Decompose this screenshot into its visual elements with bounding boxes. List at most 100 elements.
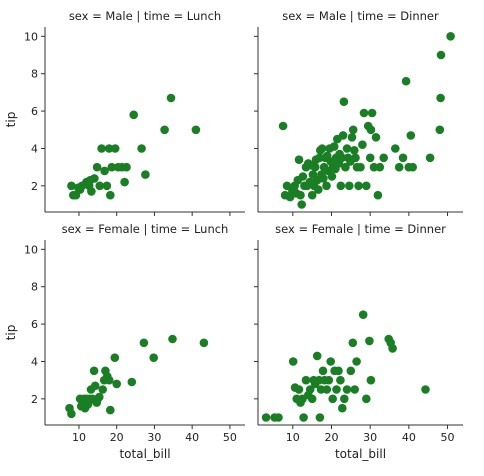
scatter-point (425, 153, 435, 163)
scatter-point (328, 394, 338, 404)
scatter-point (347, 133, 357, 142)
scatter-point (359, 108, 369, 118)
scatter-point (446, 32, 455, 41)
scatter-point (352, 357, 361, 366)
scatter-point (326, 357, 336, 366)
scatter-point (398, 153, 408, 163)
x-tick-label: 30 (363, 431, 377, 444)
x-axis-label: total_bill (335, 447, 386, 461)
scatter-point (406, 131, 416, 140)
scatter-point (288, 357, 298, 366)
scatter-point (339, 97, 349, 106)
scatter-point (310, 162, 320, 172)
x-tick-label: 10 (72, 431, 86, 444)
scatter-point (401, 76, 411, 86)
scatter-point (298, 172, 308, 181)
scatter-point (348, 338, 358, 348)
scatter-point (435, 125, 445, 135)
scatter-point (367, 108, 377, 118)
y-tick-label: 4 (31, 142, 38, 155)
scatter-point (350, 385, 360, 394)
scatter-point (95, 392, 104, 402)
scatter-point (332, 385, 341, 394)
scatter-point (307, 190, 317, 200)
scatter-point (95, 181, 104, 191)
x-tick-label: 50 (441, 431, 455, 444)
scatter-point (350, 146, 359, 155)
scatter-point (394, 162, 404, 172)
scatter-point (199, 338, 209, 348)
x-tick-label: 10 (286, 431, 300, 444)
scatter-point (297, 200, 307, 209)
scatter-point (358, 140, 367, 149)
scatter-point (317, 144, 327, 153)
scatter-point (120, 177, 129, 187)
y-tick-label: 4 (31, 355, 38, 368)
scatter-point (346, 366, 356, 376)
facet-panel: sex = Female | time = Dinner 10 20 30 40 50 to… (254, 222, 463, 461)
x-tick-label: 20 (110, 431, 124, 444)
scatter-point (362, 181, 371, 191)
scatter-point (337, 153, 347, 163)
panel-title: sex = Male | time = Dinner (282, 9, 439, 23)
scatter-point (436, 93, 445, 103)
scatter-point (97, 144, 106, 153)
scatter-point (149, 353, 158, 363)
scatter-point (127, 377, 137, 387)
scatter-point (139, 338, 149, 348)
panel-title: sex = Female | time = Lunch (62, 222, 229, 236)
scatter-point (388, 344, 397, 353)
facet-panel: sex = Female | time = Lunch 10 20 30 40 50 2 4 6… (4, 222, 245, 461)
y-tick-label: 8 (31, 281, 38, 294)
scatter-point (315, 413, 325, 422)
scatter-point (129, 110, 138, 120)
facet-panel: sex = Male | time = Lunch 2 4 6 8 10 tip (4, 9, 245, 216)
scatter-point (90, 381, 100, 391)
scatter-point (322, 181, 331, 191)
scatter-point (294, 155, 304, 164)
scatter-point (391, 144, 400, 153)
scatter-point (362, 394, 371, 404)
scatter-point (104, 375, 114, 385)
y-tick-label: 10 (24, 30, 38, 43)
scatter-point (408, 162, 418, 172)
scatter-point (104, 144, 114, 153)
scatter-point (373, 190, 383, 200)
y-tick-label: 8 (31, 68, 38, 81)
scatter-point (334, 366, 343, 376)
scatter-point (421, 385, 430, 394)
y-tick-label: 2 (31, 180, 38, 193)
scatter-point (261, 413, 271, 422)
scatter-point (90, 174, 99, 183)
x-tick-label: 20 (324, 431, 338, 444)
scatter-point (67, 181, 76, 191)
scatter-point (137, 144, 146, 153)
x-axis-label: total_bill (119, 447, 170, 461)
y-axis-label: tip (4, 325, 18, 341)
scatter-point (336, 375, 345, 385)
scatter-point (168, 334, 177, 344)
scatter-point (324, 375, 334, 385)
panel-title: sex = Female | time = Dinner (275, 222, 446, 236)
scatter-point (98, 385, 107, 394)
scatter-point (366, 375, 376, 385)
scatter-point (67, 409, 76, 419)
scatter-point (340, 394, 349, 404)
scatter-point (379, 153, 389, 163)
scatter-point (312, 351, 322, 361)
scatter-point (318, 366, 328, 376)
scatter-point (358, 310, 368, 320)
y-tick-label: 2 (31, 393, 38, 406)
scatter-point (299, 413, 308, 422)
y-tick-label: 6 (31, 318, 38, 331)
scatter-point (342, 144, 352, 153)
y-axis-label: tip (4, 112, 18, 128)
scatter-point (365, 153, 375, 163)
scatter-point (336, 181, 346, 191)
scatter-point (338, 403, 347, 413)
scatter-point (341, 162, 350, 172)
scatter-point (371, 133, 381, 142)
x-tick-label: 50 (223, 431, 237, 444)
scatter-point (375, 162, 385, 172)
